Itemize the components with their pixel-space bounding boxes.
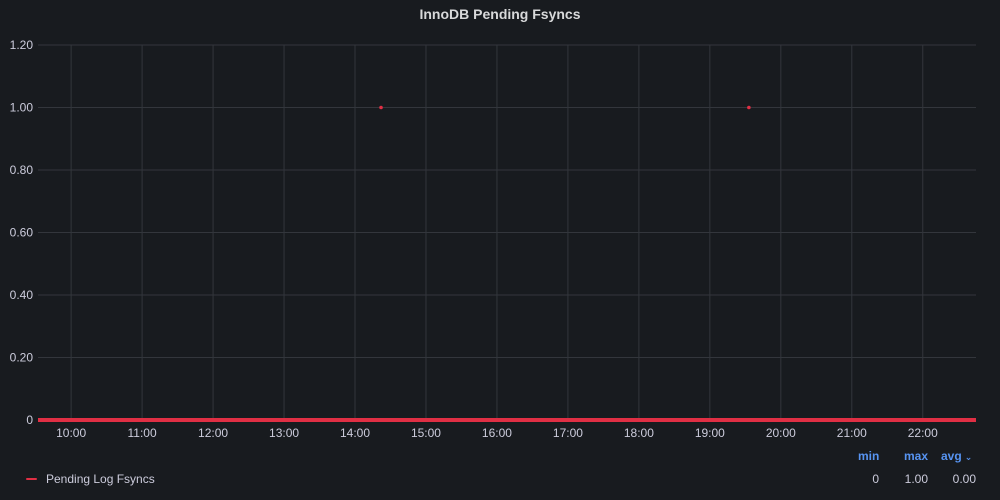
x-tick-label: 20:00	[766, 426, 796, 440]
legend-header-min[interactable]: min	[858, 449, 880, 463]
x-tick-label: 18:00	[624, 426, 654, 440]
legend-series-name: Pending Log Fsyncs	[46, 472, 155, 486]
x-tick-label: 13:00	[269, 426, 299, 440]
y-tick-label: 0	[26, 413, 33, 427]
data-point	[747, 105, 751, 110]
x-tick-label: 16:00	[482, 426, 512, 440]
chevron-down-icon: ⌄	[964, 452, 973, 462]
legend-value-avg: 0.00	[952, 472, 976, 486]
x-tick-label: 14:00	[340, 426, 370, 440]
x-tick-label: 11:00	[128, 426, 157, 440]
x-tick-label: 19:00	[695, 426, 725, 440]
x-tick-label: 12:00	[198, 426, 228, 440]
x-tick-label: 15:00	[411, 426, 441, 440]
legend-color-swatch	[26, 478, 37, 480]
legend-item-pending-log-fsyncs[interactable]: Pending Log Fsyncs	[26, 472, 155, 486]
x-tick-label: 10:00	[56, 426, 86, 440]
legend-header-avg-label: avg	[941, 449, 962, 463]
data-point	[379, 105, 383, 110]
y-tick-label: 1.00	[10, 101, 34, 115]
y-tick-label: 0.60	[10, 226, 34, 240]
x-tick-label: 17:00	[553, 426, 583, 440]
legend-value-min: 0	[872, 472, 879, 486]
y-tick-label: 0.80	[10, 163, 34, 177]
y-tick-label: 0.20	[10, 351, 34, 365]
legend-value-max: 1.00	[904, 472, 928, 486]
y-tick-label: 1.20	[10, 38, 34, 52]
y-tick-label: 0.40	[10, 288, 34, 302]
x-tick-label: 22:00	[908, 426, 938, 440]
legend-header-max[interactable]: max	[904, 449, 929, 463]
legend-header-avg[interactable]: avg ⌄	[941, 449, 972, 463]
x-tick-label: 21:00	[837, 426, 867, 440]
panel-title[interactable]: InnoDB Pending Fsyncs	[419, 6, 581, 22]
